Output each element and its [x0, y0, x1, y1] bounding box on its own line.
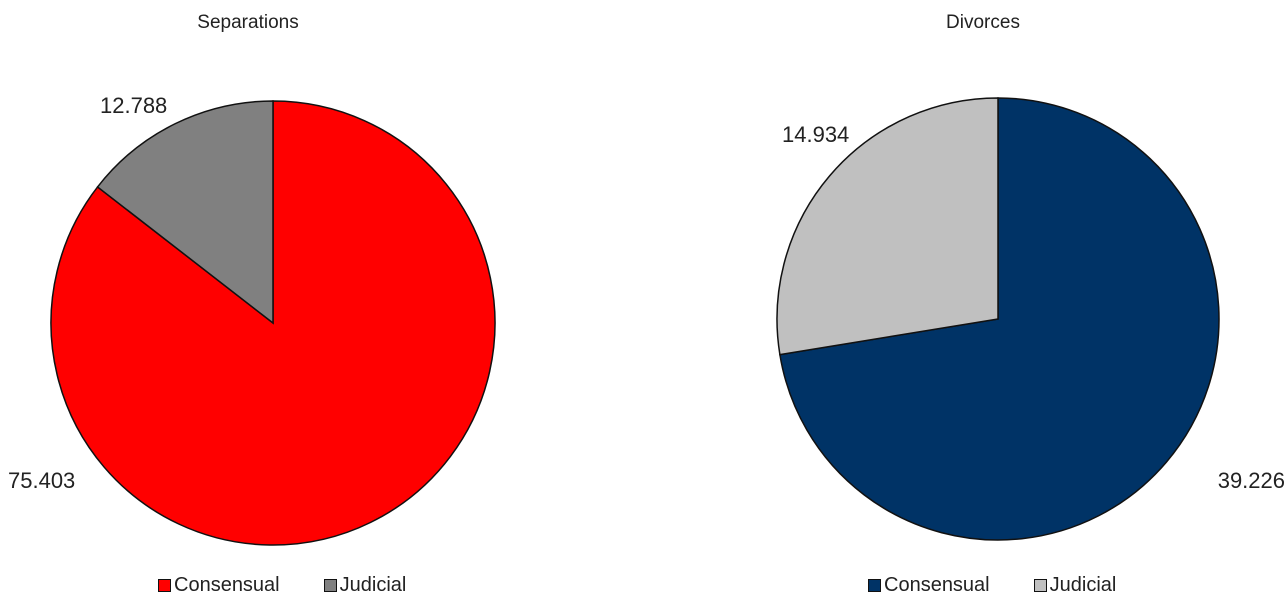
- pie-slice-judicial: [96, 100, 274, 325]
- legend-item-judicial: Judicial: [1033, 574, 1117, 597]
- legend-item-consensual: Consensual: [868, 574, 990, 597]
- legend-swatch-judicial: [1033, 579, 1047, 592]
- divorces-chart: Divorces 39.226 14.934 Consensual Judicia…: [720, 0, 1287, 604]
- legend: Consensual Judicial: [868, 574, 1116, 597]
- separations-chart: Separations 75.403 12.788 Consensual Judi…: [0, 0, 560, 604]
- chart-title: Divorces: [946, 12, 1020, 33]
- legend-label: Consensual: [884, 574, 990, 596]
- legend: Consensual Judicial: [158, 574, 406, 597]
- pie-slice-judicial: [776, 97, 999, 356]
- separations-pie: 75.403 12.788: [8, 93, 496, 546]
- data-label-consensual: 75.403: [8, 468, 75, 493]
- divorces-pie: 39.226 14.934: [776, 97, 1285, 541]
- legend-label: Judicial: [1049, 574, 1117, 596]
- data-label-judicial: 12.788: [100, 93, 167, 118]
- legend-swatch-consensual: [158, 579, 171, 592]
- legend-item-consensual: Consensual: [158, 574, 280, 597]
- legend-label: Consensual: [174, 574, 280, 596]
- legend-item-judicial: Judicial: [323, 574, 407, 597]
- legend-label: Judicial: [339, 574, 407, 596]
- pie-slice-consensual: [779, 97, 1220, 541]
- legend-swatch-judicial: [323, 579, 337, 592]
- data-label-judicial: 14.934: [782, 122, 849, 147]
- chart-title: Separations: [197, 12, 299, 33]
- legend-swatch-consensual: [868, 579, 881, 592]
- data-label-consensual: 39.226: [1218, 468, 1285, 493]
